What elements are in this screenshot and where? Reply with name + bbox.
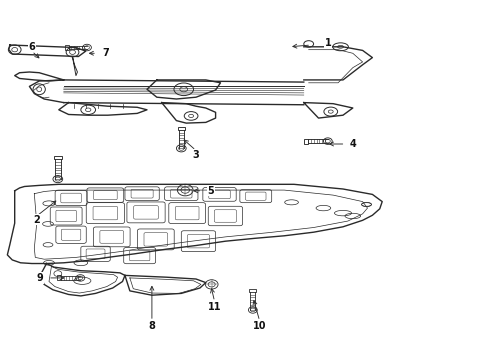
Text: 6: 6 [28,42,35,52]
Text: 2: 2 [33,215,40,225]
Text: 4: 4 [349,139,356,149]
Text: 7: 7 [102,48,109,58]
Text: 9: 9 [37,273,44,283]
Text: 11: 11 [208,302,221,312]
Text: 3: 3 [193,150,199,160]
Text: 5: 5 [207,186,214,196]
Text: 1: 1 [325,38,332,48]
Text: 10: 10 [253,321,267,331]
Text: 8: 8 [148,321,155,331]
